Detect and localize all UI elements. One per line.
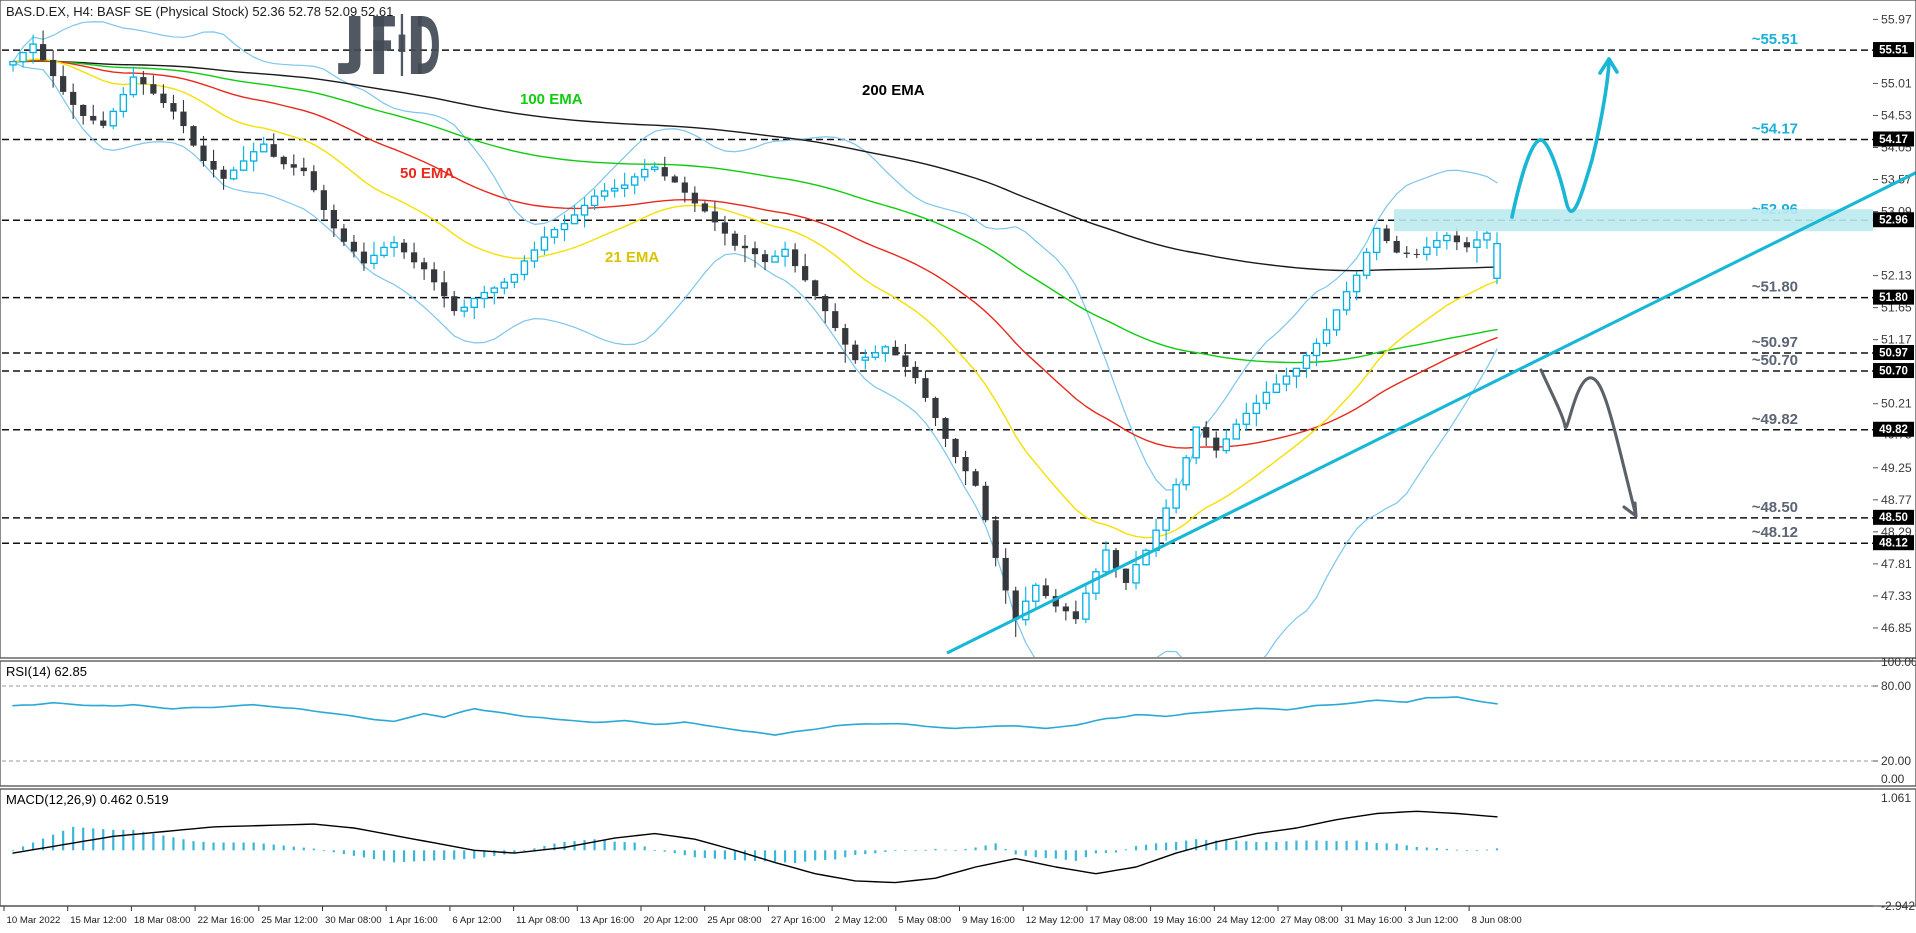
svg-text:3 Jun 12:00: 3 Jun 12:00 (1408, 915, 1458, 926)
svg-text:RSI(14) 62.85: RSI(14) 62.85 (6, 664, 87, 679)
svg-text:22 Mar 16:00: 22 Mar 16:00 (198, 915, 255, 926)
svg-text:-2.942: -2.942 (1881, 899, 1915, 913)
svg-text:~50.97: ~50.97 (1752, 334, 1798, 351)
svg-text:17 May 08:00: 17 May 08:00 (1089, 915, 1147, 926)
svg-text:10 Mar 2022: 10 Mar 2022 (7, 915, 61, 926)
svg-text:100.00: 100.00 (1881, 655, 1916, 669)
svg-text:2 May 12:00: 2 May 12:00 (835, 915, 888, 926)
svg-text:47.81: 47.81 (1881, 557, 1912, 571)
svg-text:100 EMA: 100 EMA (520, 91, 583, 108)
svg-text:19 May 16:00: 19 May 16:00 (1153, 915, 1211, 926)
svg-text:54.53: 54.53 (1881, 108, 1912, 122)
svg-text:51.80: 51.80 (1879, 292, 1908, 304)
svg-text:~48.12: ~48.12 (1752, 524, 1798, 541)
svg-text:27 Apr 16:00: 27 Apr 16:00 (771, 915, 825, 926)
svg-text:47.33: 47.33 (1881, 589, 1912, 603)
svg-text:1 Apr 16:00: 1 Apr 16:00 (389, 915, 438, 926)
svg-text:24 May 12:00: 24 May 12:00 (1217, 915, 1275, 926)
svg-text:15 Mar 12:00: 15 Mar 12:00 (70, 915, 127, 926)
svg-text:50.97: 50.97 (1879, 347, 1908, 359)
svg-text:11 Apr 08:00: 11 Apr 08:00 (516, 915, 570, 926)
svg-text:49.25: 49.25 (1881, 461, 1912, 475)
svg-text:12 May 12:00: 12 May 12:00 (1026, 915, 1084, 926)
svg-text:8 Jun 08:00: 8 Jun 08:00 (1472, 915, 1522, 926)
svg-text:53.57: 53.57 (1881, 173, 1912, 187)
svg-text:50.70: 50.70 (1879, 365, 1908, 377)
svg-text:9 May 16:00: 9 May 16:00 (962, 915, 1015, 926)
svg-text:~55.51: ~55.51 (1752, 31, 1798, 48)
svg-text:55.01: 55.01 (1881, 76, 1912, 90)
svg-text:6 Apr 12:00: 6 Apr 12:00 (452, 915, 501, 926)
svg-text:54.17: 54.17 (1879, 134, 1908, 146)
svg-text:31 May 16:00: 31 May 16:00 (1344, 915, 1402, 926)
svg-text:~50.70: ~50.70 (1752, 352, 1798, 369)
svg-text:30 Mar 08:00: 30 Mar 08:00 (325, 915, 382, 926)
svg-text:0.00: 0.00 (1881, 772, 1905, 786)
svg-text:50 EMA: 50 EMA (400, 165, 454, 182)
svg-text:21 EMA: 21 EMA (605, 249, 659, 266)
svg-text:MACD(12,26,9) 0.462 0.519: MACD(12,26,9) 0.462 0.519 (6, 792, 169, 807)
svg-text:51.17: 51.17 (1881, 333, 1912, 347)
svg-text:80.00: 80.00 (1881, 679, 1911, 693)
svg-text:52.13: 52.13 (1881, 269, 1912, 283)
svg-text:25 Mar 12:00: 25 Mar 12:00 (261, 915, 318, 926)
svg-text:27 May 08:00: 27 May 08:00 (1281, 915, 1339, 926)
svg-text:~48.50: ~48.50 (1752, 499, 1798, 516)
svg-text:48.50: 48.50 (1879, 512, 1908, 524)
svg-text:18 Mar 08:00: 18 Mar 08:00 (134, 915, 191, 926)
svg-text:200 EMA: 200 EMA (862, 82, 925, 99)
svg-text:20 Apr 12:00: 20 Apr 12:00 (644, 915, 698, 926)
svg-text:25 Apr 08:00: 25 Apr 08:00 (707, 915, 761, 926)
svg-text:55.97: 55.97 (1881, 12, 1912, 26)
svg-text:20.00: 20.00 (1881, 754, 1911, 768)
svg-text:1.061: 1.061 (1881, 791, 1911, 805)
svg-text:13 Apr 16:00: 13 Apr 16:00 (580, 915, 634, 926)
svg-text:46.85: 46.85 (1881, 621, 1912, 635)
svg-text:55.51: 55.51 (1879, 44, 1908, 56)
svg-text:49.82: 49.82 (1879, 424, 1908, 436)
svg-text:5 May 08:00: 5 May 08:00 (898, 915, 951, 926)
svg-text:BAS.D.EX, H4: BASF SE (Physic: BAS.D.EX, H4: BASF SE (Physical Stock) 5… (6, 4, 393, 19)
svg-text:52.96: 52.96 (1879, 215, 1908, 227)
svg-text:48.77: 48.77 (1881, 493, 1912, 507)
svg-text:~54.17: ~54.17 (1752, 120, 1798, 137)
svg-text:48.12: 48.12 (1879, 538, 1908, 550)
svg-text:~51.80: ~51.80 (1752, 279, 1798, 296)
svg-text:~49.82: ~49.82 (1752, 411, 1798, 428)
svg-text:50.21: 50.21 (1881, 397, 1912, 411)
